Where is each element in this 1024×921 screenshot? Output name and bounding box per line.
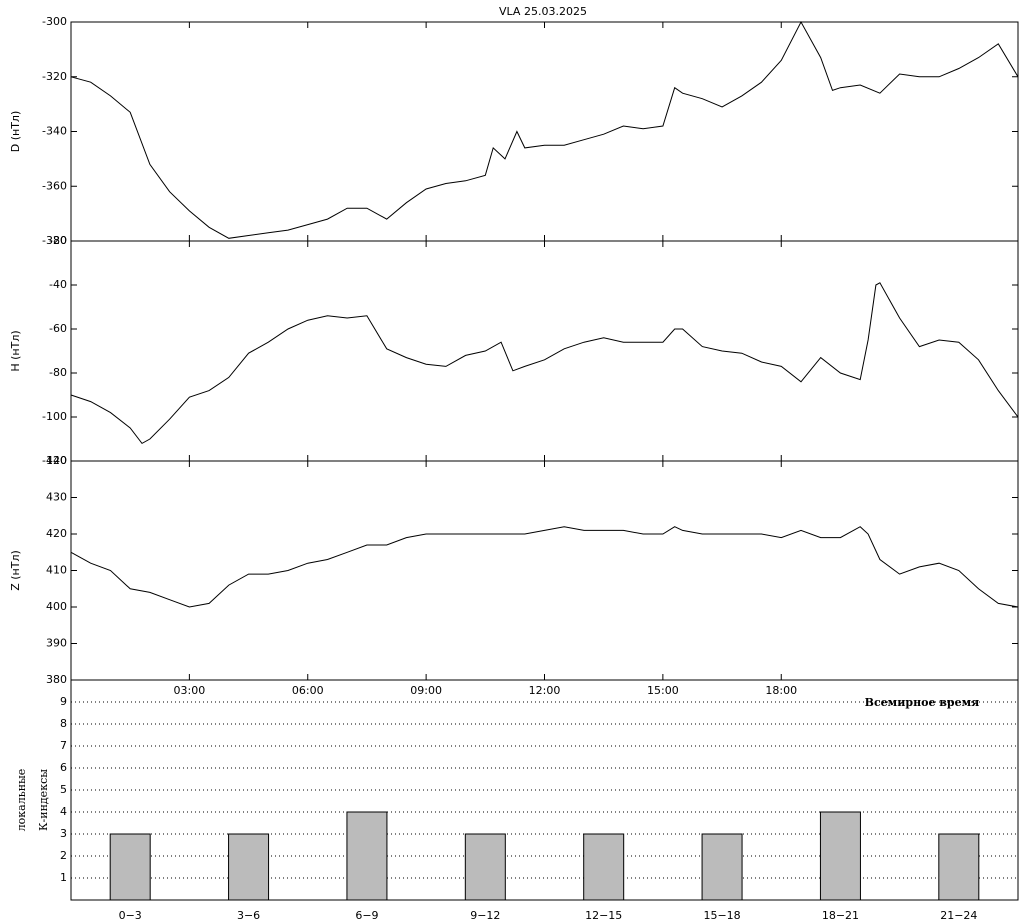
x-tick-label: 9−12 xyxy=(470,909,500,921)
x-tick-label: 12−15 xyxy=(585,909,622,921)
x-tick-label: 09:00 xyxy=(410,684,442,697)
y-tick-label: -100 xyxy=(42,410,67,423)
y-axis-label: локальные xyxy=(15,769,28,832)
y-tick-label: 1 xyxy=(60,871,67,884)
y-tick-label: 6 xyxy=(60,761,67,774)
bar xyxy=(346,811,388,901)
y-tick-label: 380 xyxy=(46,673,67,686)
y-tick-label: -60 xyxy=(49,322,67,335)
x-tick-label: 6−9 xyxy=(355,909,378,921)
x-tick-label: 18:00 xyxy=(765,684,797,697)
bar xyxy=(464,833,506,901)
y-tick-label: -380 xyxy=(42,234,67,247)
y-tick-label: -80 xyxy=(49,366,67,379)
x-tick-label: 15−18 xyxy=(703,909,740,921)
y-tick-label: -320 xyxy=(42,70,67,83)
x-tick-label: 3−6 xyxy=(237,909,260,921)
bar xyxy=(938,833,980,901)
x-tick-label: 0−3 xyxy=(119,909,142,921)
y-tick-label: -300 xyxy=(42,15,67,28)
x-axis-label: Всемирное время xyxy=(865,696,980,709)
y-tick-label: 8 xyxy=(60,717,67,730)
y-tick-label: 430 xyxy=(46,491,67,504)
y-tick-label: -340 xyxy=(42,125,67,138)
y-tick-label: 5 xyxy=(60,783,67,796)
y-tick-label: 420 xyxy=(46,527,67,540)
bar xyxy=(819,811,861,901)
y-tick-label: 390 xyxy=(46,637,67,650)
y-tick-label: -40 xyxy=(49,278,67,291)
x-tick-label: 12:00 xyxy=(529,684,561,697)
y-axis-label: К-индексы xyxy=(37,769,50,831)
y-axis-label: H (нТл) xyxy=(9,330,22,371)
x-tick-label: 06:00 xyxy=(292,684,324,697)
data-line xyxy=(70,526,1019,608)
y-axis-label: D (нТл) xyxy=(9,111,22,153)
x-tick-label: 03:00 xyxy=(174,684,206,697)
x-tick-label: 21−24 xyxy=(940,909,977,921)
y-tick-label: 410 xyxy=(46,564,67,577)
x-tick-label: 18−21 xyxy=(822,909,859,921)
panel-frame xyxy=(70,460,1019,681)
data-line xyxy=(70,20,1019,239)
bar xyxy=(109,833,151,901)
y-tick-label: 9 xyxy=(60,695,67,708)
panel-frame xyxy=(70,240,1019,462)
bar xyxy=(583,833,625,901)
data-line xyxy=(70,282,1019,445)
panel-frame xyxy=(70,21,1019,242)
chart-title: VLA 25.03.2025 xyxy=(499,5,587,18)
y-tick-label: 400 xyxy=(46,600,67,613)
bar xyxy=(228,833,270,901)
y-tick-label: 2 xyxy=(60,849,67,862)
y-tick-label: 3 xyxy=(60,827,67,840)
y-tick-label: -360 xyxy=(42,179,67,192)
y-tick-label: 7 xyxy=(60,739,67,752)
x-tick-label: 15:00 xyxy=(647,684,679,697)
y-axis-label: Z (нТл) xyxy=(9,550,22,591)
y-tick-label: -120 xyxy=(42,454,67,467)
y-tick-label: 4 xyxy=(60,805,67,818)
bar xyxy=(701,833,743,901)
y-tick-label: -20 xyxy=(49,234,67,247)
y-tick-label: 440 xyxy=(46,454,67,467)
